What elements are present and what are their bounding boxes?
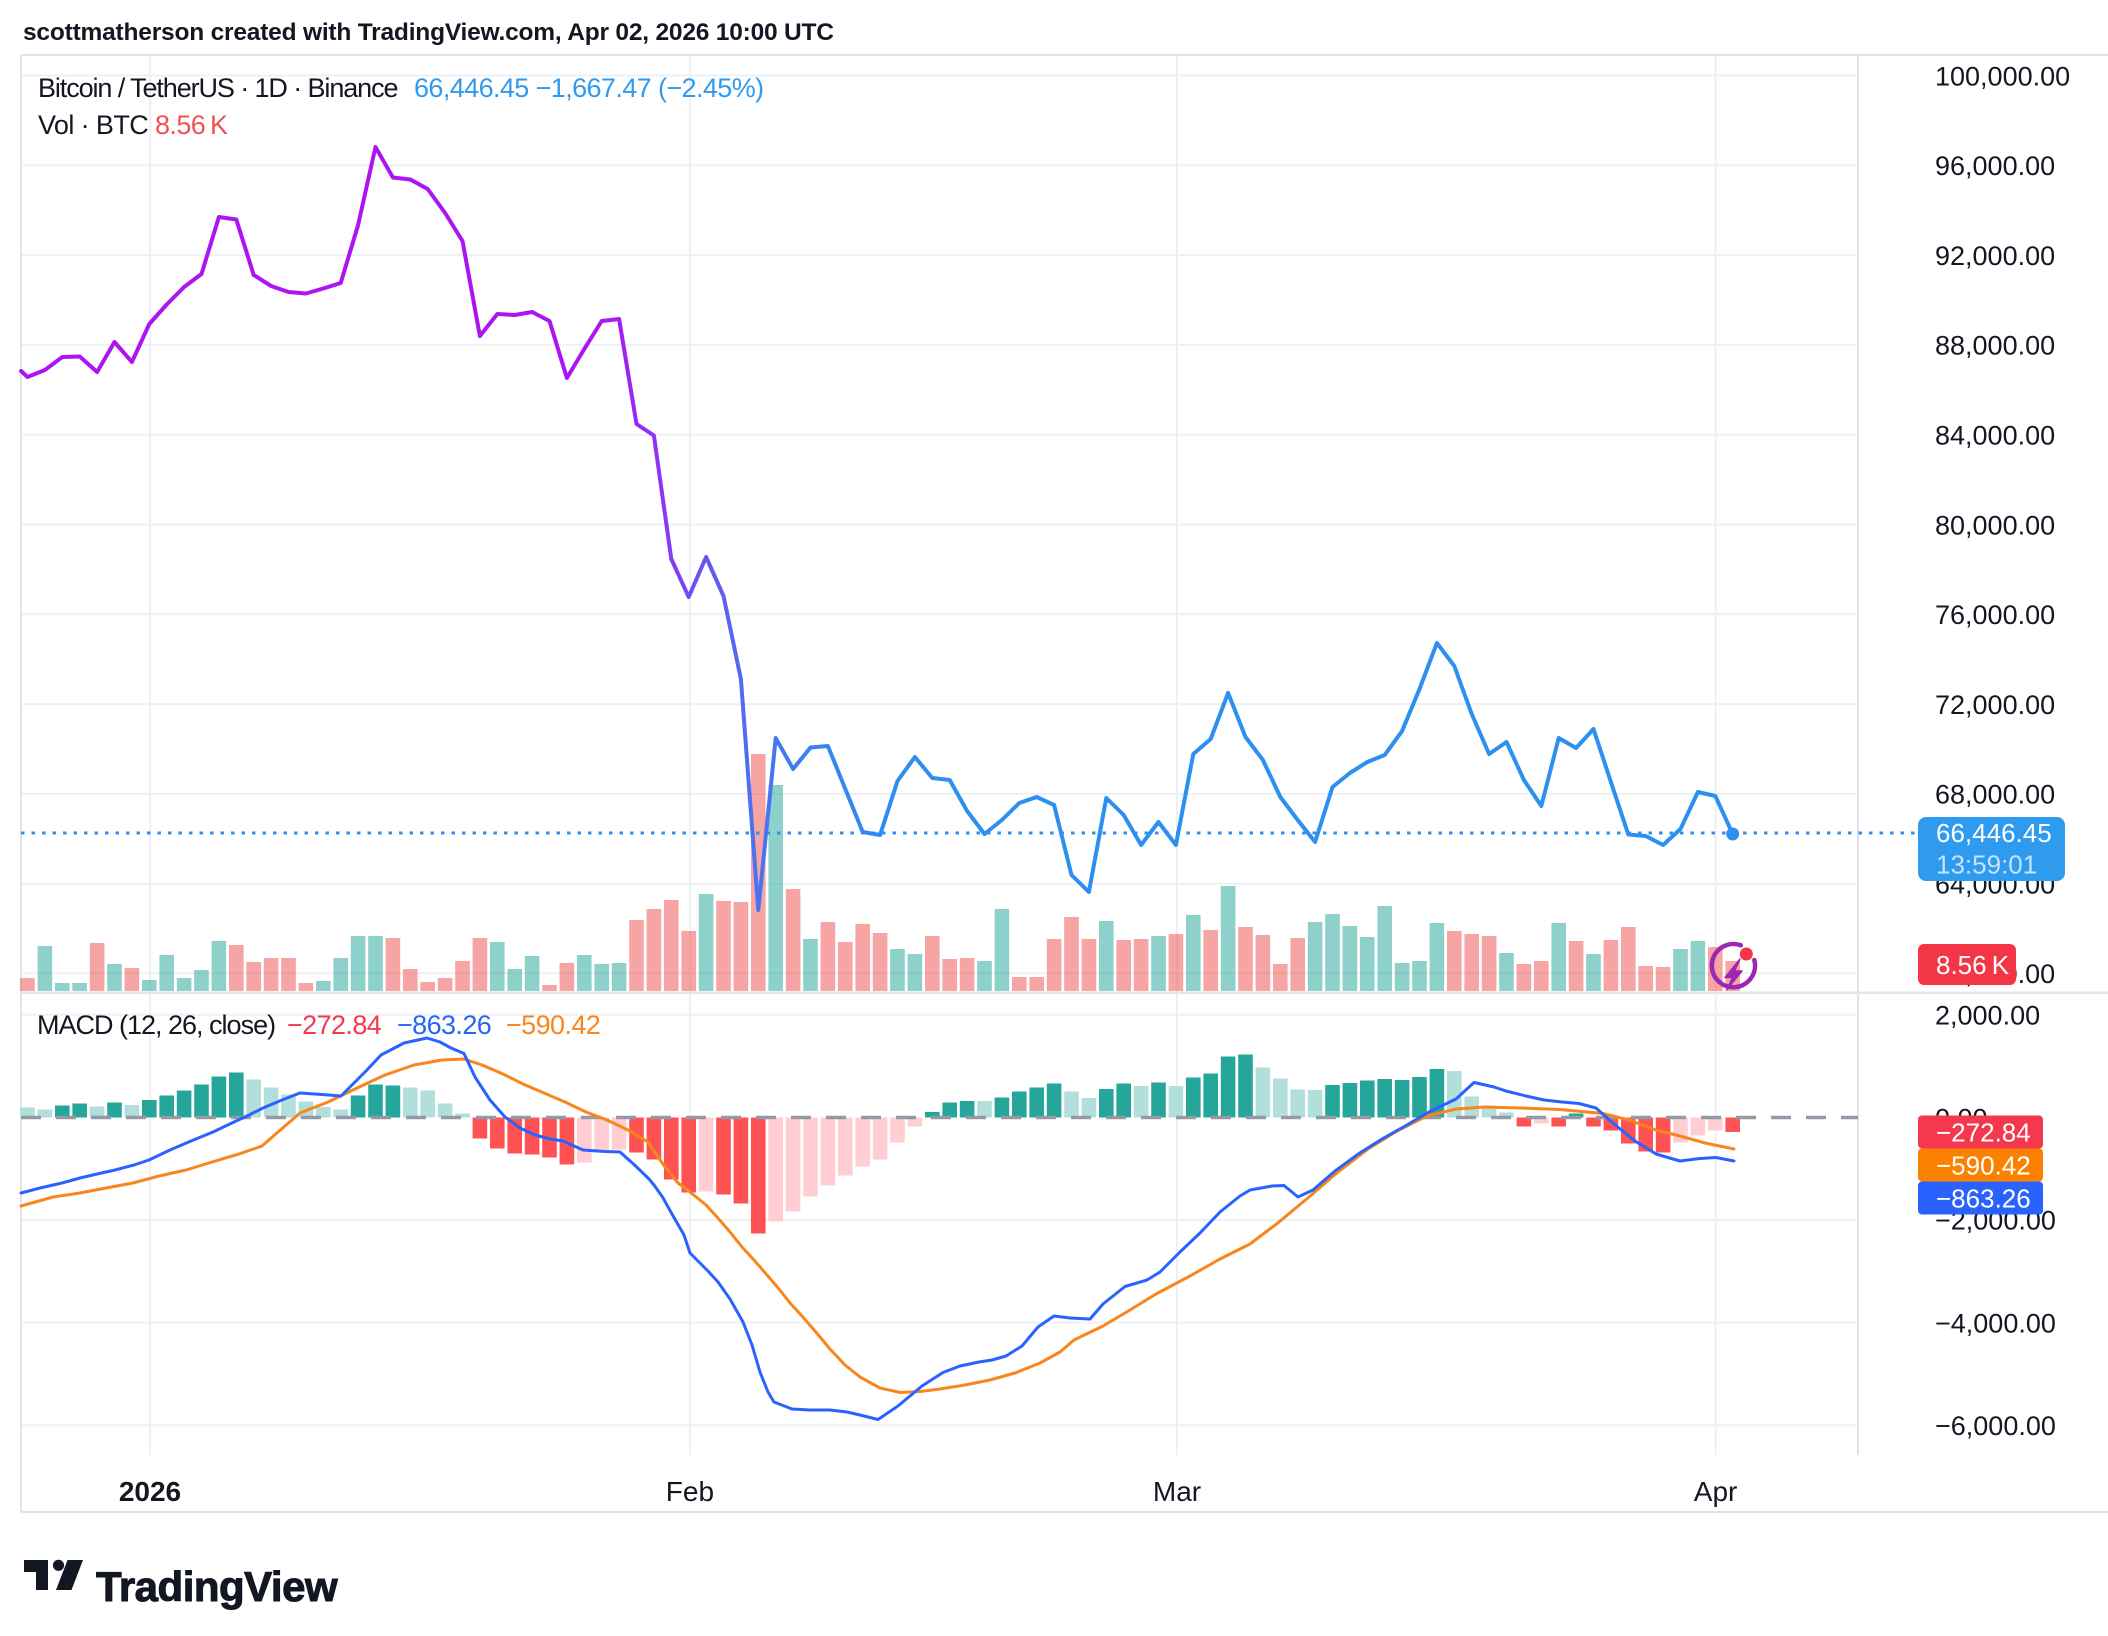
svg-text:8.56 K: 8.56 K (155, 110, 228, 140)
svg-text:Apr: Apr (1694, 1476, 1738, 1507)
svg-text:−863.26: −863.26 (397, 1010, 491, 1040)
svg-text:92,000.00: 92,000.00 (1935, 241, 2055, 271)
svg-text:8.56 K: 8.56 K (1936, 950, 2010, 980)
svg-text:84,000.00: 84,000.00 (1935, 421, 2055, 451)
svg-text:80,000.00: 80,000.00 (1935, 510, 2055, 540)
svg-text:scottmatherson created with Tr: scottmatherson created with TradingView.… (23, 19, 834, 46)
svg-text:96,000.00: 96,000.00 (1935, 151, 2055, 181)
svg-text:Mar: Mar (1153, 1476, 1201, 1507)
svg-text:Feb: Feb (666, 1476, 714, 1507)
svg-text:100,000.00: 100,000.00 (1935, 61, 2070, 91)
svg-text:Bitcoin / TetherUS · 1D · Bina: Bitcoin / TetherUS · 1D · Binance (38, 73, 397, 103)
svg-text:−863.26: −863.26 (1936, 1184, 2031, 1214)
svg-text:2,000.00: 2,000.00 (1935, 1001, 2040, 1031)
svg-text:Vol · BTC: Vol · BTC (38, 110, 148, 140)
svg-text:MACD (12, 26, close): MACD (12, 26, close) (37, 1010, 275, 1040)
svg-text:76,000.00: 76,000.00 (1935, 600, 2055, 630)
svg-text:66,446.45: 66,446.45 (1936, 818, 2052, 848)
svg-text:−4,000.00: −4,000.00 (1935, 1308, 2056, 1338)
svg-text:−590.42: −590.42 (1936, 1151, 2031, 1181)
svg-text:−590.42: −590.42 (506, 1010, 600, 1040)
svg-text:66,446.45 −1,667.47 (−2.45%): 66,446.45 −1,667.47 (−2.45%) (414, 73, 764, 103)
svg-text:72,000.00: 72,000.00 (1935, 690, 2055, 720)
svg-text:88,000.00: 88,000.00 (1935, 331, 2055, 361)
svg-text:13:59:01: 13:59:01 (1936, 850, 2037, 880)
svg-text:TradingView: TradingView (96, 1563, 338, 1610)
svg-text:−6,000.00: −6,000.00 (1935, 1411, 2056, 1441)
svg-text:68,000.00: 68,000.00 (1935, 780, 2055, 810)
svg-text:−272.84: −272.84 (1936, 1118, 2031, 1148)
svg-text:−272.84: −272.84 (287, 1010, 382, 1040)
svg-text:2026: 2026 (119, 1476, 181, 1507)
